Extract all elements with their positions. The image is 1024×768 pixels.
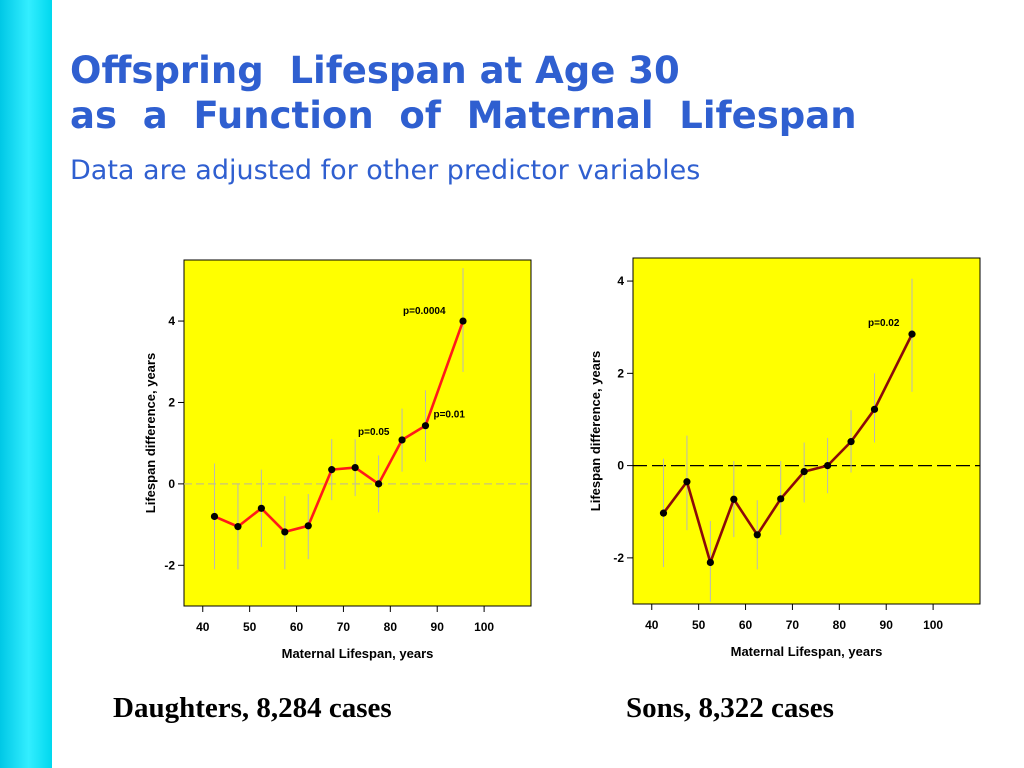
x-tick-label: 80 [384, 620, 398, 634]
data-point [328, 466, 336, 474]
slide-title: Offspring Lifespan at Age 30 as a Functi… [70, 48, 857, 138]
y-axis-title: Lifespan difference, years [143, 353, 158, 513]
data-point [257, 504, 265, 512]
data-point [375, 480, 383, 488]
data-point [234, 523, 242, 531]
data-point [459, 317, 467, 325]
data-point [304, 522, 312, 530]
title-line-2: as a Function of Maternal Lifespan [70, 94, 857, 138]
data-point [421, 422, 430, 430]
y-tick-label: 4 [168, 314, 175, 328]
y-tick-label: 0 [168, 477, 175, 491]
y-tick-label: -2 [164, 558, 175, 572]
sons-caption: Sons, 8,322 cases [626, 692, 834, 724]
daughters-caption: Daughters, 8,284 cases [113, 692, 392, 724]
p-value-annotation: p=0.01 [433, 410, 465, 421]
p-value-annotation: p=0.05 [358, 427, 390, 438]
data-point [281, 528, 289, 536]
x-tick-label: 70 [337, 620, 351, 634]
x-tick-label: 100 [474, 620, 494, 634]
data-point [210, 512, 219, 521]
plot-area [183, 259, 532, 607]
x-tick-label: 50 [243, 620, 257, 634]
title-line-1: Offspring Lifespan at Age 30 [70, 49, 680, 92]
y-tick-label: 2 [168, 395, 175, 409]
x-tick-label: 40 [196, 620, 210, 634]
x-tick-label: 60 [290, 620, 304, 634]
decorative-side-stripe [0, 0, 52, 768]
slide-subtitle: Data are adjusted for other predictor va… [70, 155, 701, 186]
x-tick-label: 90 [431, 620, 445, 634]
data-point [351, 464, 359, 472]
data-point [398, 436, 406, 444]
x-axis-title: Maternal Lifespan, years [282, 646, 434, 661]
p-value-annotation: p=0.0004 [403, 306, 446, 317]
